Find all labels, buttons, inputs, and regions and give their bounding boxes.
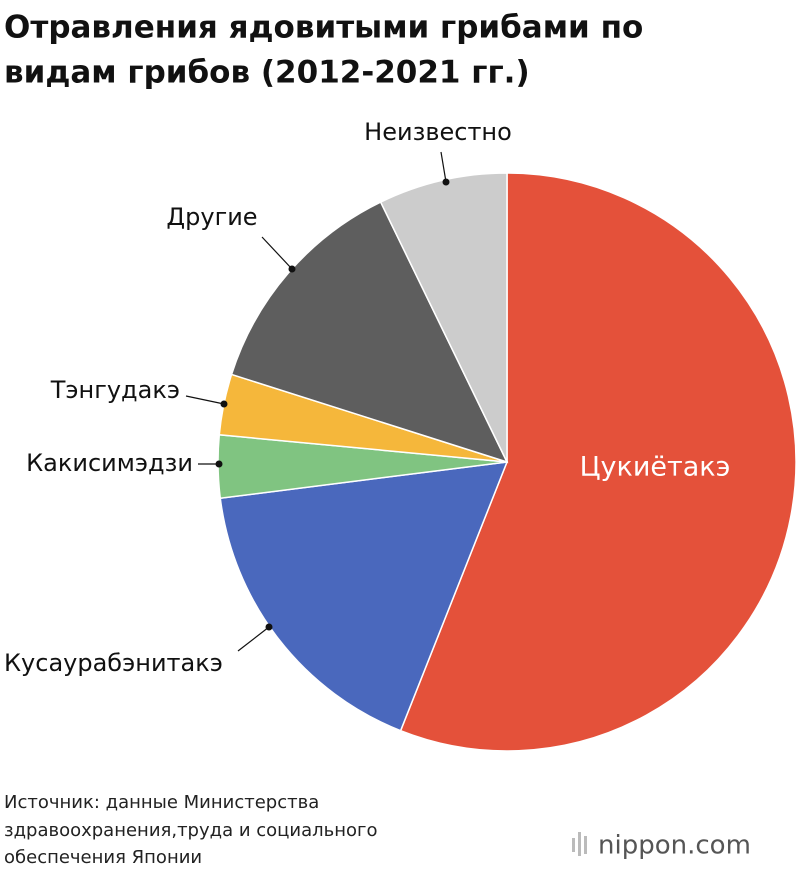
leader-dot [215,460,223,468]
slice-label: Неизвестно [364,118,512,146]
logo-icon [572,832,587,856]
leader-dot [288,265,296,273]
leader-line [261,236,293,270]
leader-dot [220,400,228,408]
source: обеспечения Японии [4,847,202,868]
leader-line [185,395,225,405]
leader-dot [265,623,273,631]
leader-dot [442,178,450,186]
chart-title: видам грибов (2012-2021 гг.) [4,55,530,91]
leader-line [237,626,270,652]
pie-slice [219,461,509,732]
slice-label: Кусаурабэнитакэ [4,649,223,677]
slice-label: Тэнгудакэ [50,376,180,404]
slice-label: Другие [166,203,257,231]
source: здравоохранения,труда и социального [4,820,378,841]
logo: nippon.com [598,831,751,861]
leader-line [440,151,447,183]
slice-label: Цукиётакэ [580,452,731,483]
pie-slice [399,172,797,752]
pie-slice [379,172,508,463]
chart-title: Отравления ядовитыми грибами по [4,10,643,46]
pie-slice [230,201,509,464]
source: Источник: данные Министерства [4,792,319,813]
slice-label: Какисимэдзи [26,449,193,477]
